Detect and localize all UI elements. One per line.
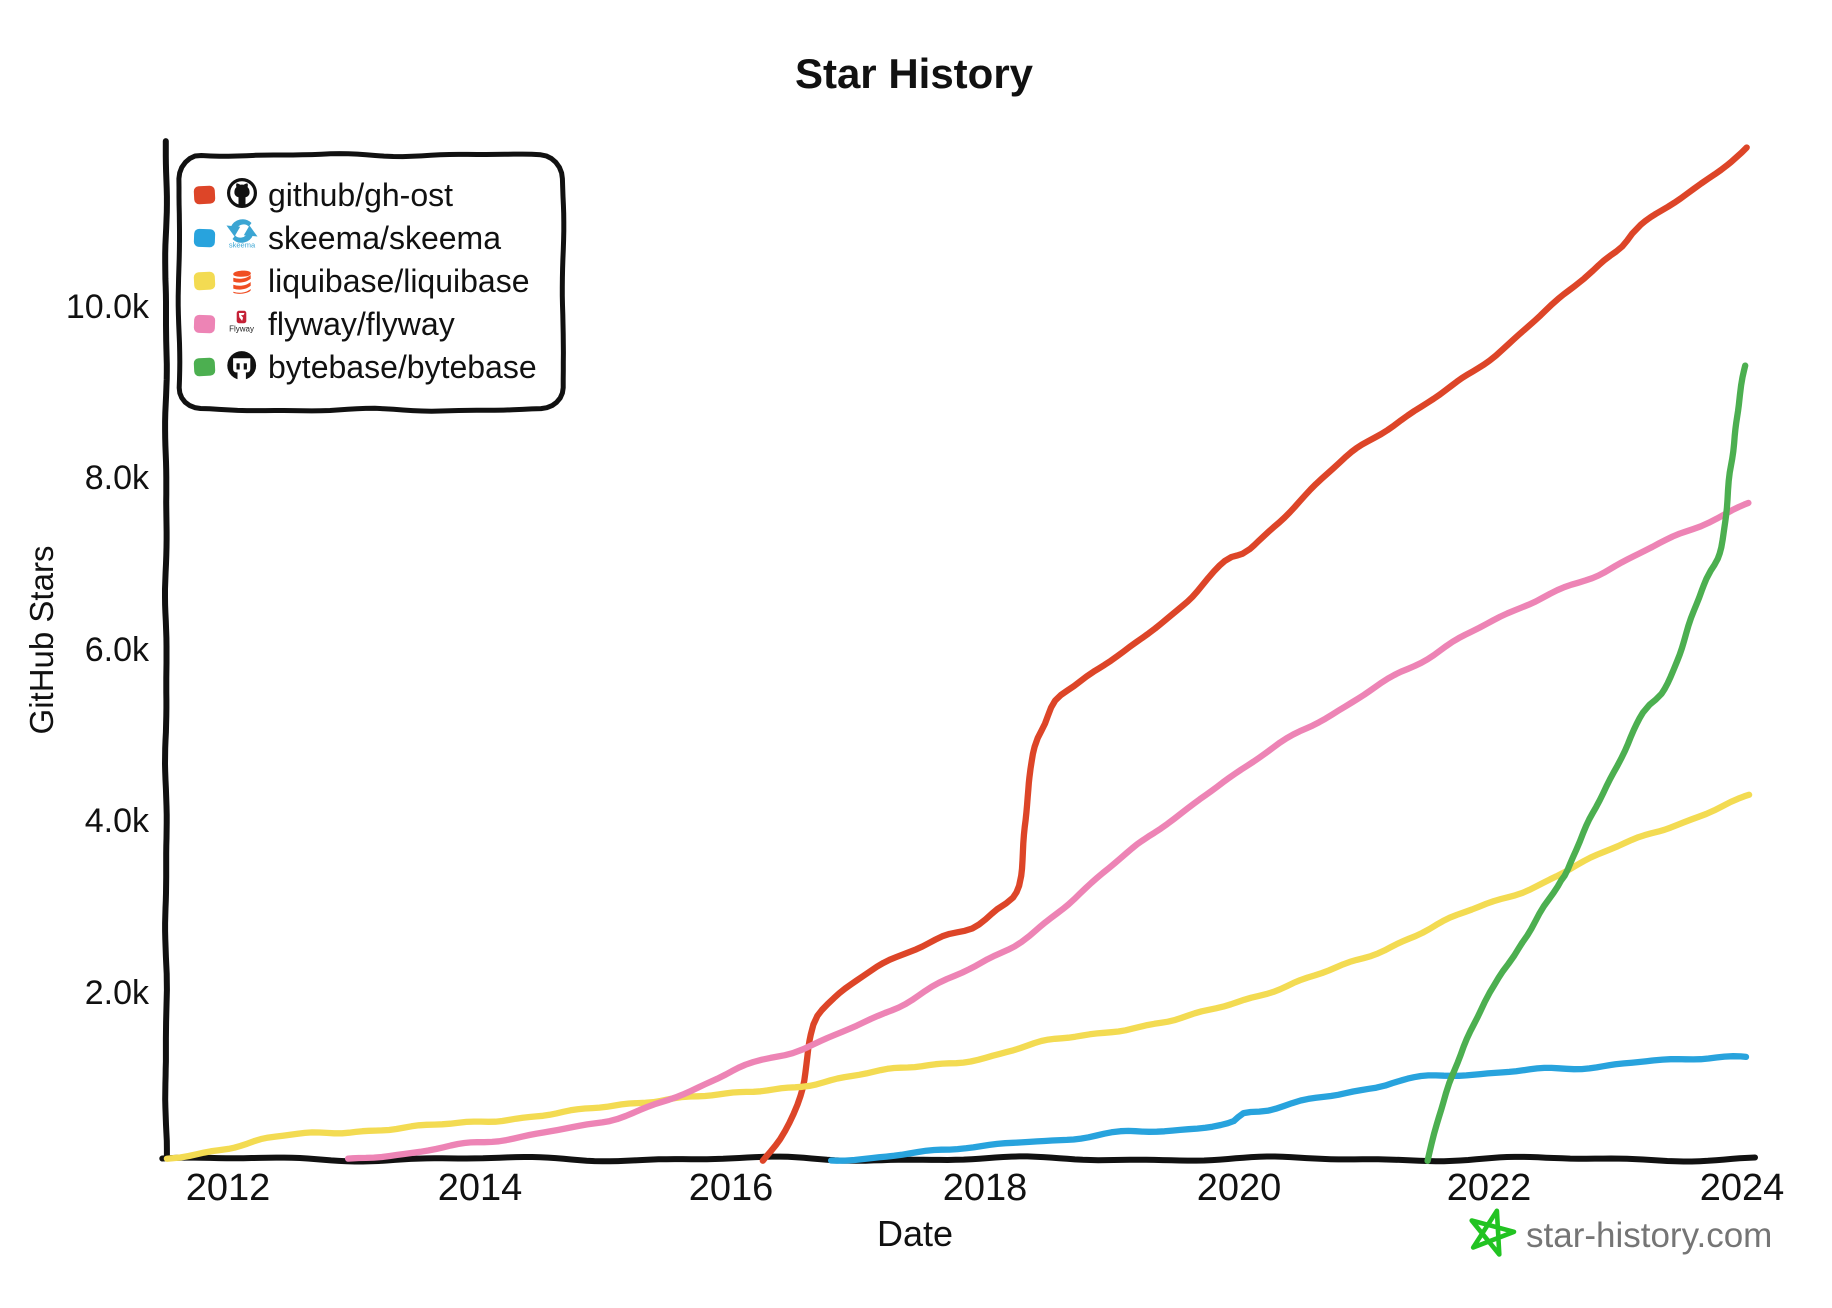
svg-text:liquibase/liquibase: liquibase/liquibase [268, 263, 530, 299]
svg-text:Star History: Star History [795, 50, 1034, 97]
svg-text:bytebase/bytebase: bytebase/bytebase [268, 349, 537, 385]
svg-text:GitHub Stars: GitHub Stars [23, 546, 60, 735]
svg-text:star-history.com: star-history.com [1526, 1216, 1772, 1255]
svg-text:6.0k: 6.0k [85, 631, 150, 669]
svg-text:2018: 2018 [943, 1167, 1028, 1209]
svg-text:10.0k: 10.0k [66, 288, 150, 326]
svg-text:flyway/flyway: flyway/flyway [268, 306, 455, 342]
svg-text:8.0k: 8.0k [85, 459, 150, 497]
svg-text:2.0k: 2.0k [85, 974, 150, 1012]
svg-text:Flyway: Flyway [229, 325, 254, 334]
svg-text:github/gh-ost: github/gh-ost [268, 177, 453, 213]
svg-text:Date: Date [877, 1213, 953, 1254]
svg-text:2024: 2024 [1700, 1167, 1785, 1209]
svg-text:skeema/skeema: skeema/skeema [268, 220, 501, 256]
svg-text:2014: 2014 [438, 1167, 523, 1209]
svg-text:2016: 2016 [689, 1167, 774, 1209]
svg-text:2022: 2022 [1447, 1167, 1532, 1209]
svg-text:2020: 2020 [1197, 1167, 1282, 1209]
svg-text:4.0k: 4.0k [85, 802, 150, 840]
svg-text:2012: 2012 [186, 1167, 271, 1209]
svg-text:skeema: skeema [229, 241, 256, 250]
